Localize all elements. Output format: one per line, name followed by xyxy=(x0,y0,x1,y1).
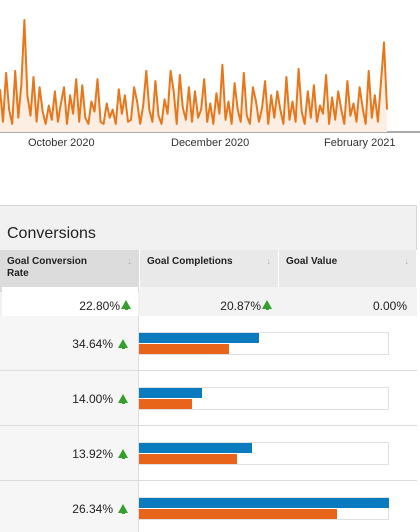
chart-series-line xyxy=(0,19,388,125)
column-header-goal-value[interactable]: Goal Value ↓ xyxy=(279,250,417,292)
bar-orange xyxy=(139,509,337,519)
bar-blue xyxy=(139,498,389,508)
sort-down-icon[interactable]: ↓ xyxy=(404,256,410,266)
conversions-table: 34.64% 14.00% 13.92% 26.34% xyxy=(0,316,417,532)
bar-track xyxy=(139,332,389,355)
total-goal-conversion-rate: 22.80% xyxy=(2,287,138,317)
bar-orange xyxy=(139,344,229,354)
bar-orange xyxy=(139,399,192,409)
bar-blue xyxy=(139,333,259,343)
total-value: 0.00% xyxy=(372,299,407,313)
total-value: 22.80% xyxy=(79,299,120,313)
total-value: 20.87% xyxy=(220,299,261,313)
table-row[interactable]: 13.92% xyxy=(0,426,417,481)
column-header-label: Goal Conversion Rate xyxy=(7,256,88,279)
x-tick-label: February 2021 xyxy=(324,137,396,149)
x-tick-label: October 2020 xyxy=(28,137,95,149)
row-value: 26.34% xyxy=(72,502,113,516)
column-header-label: Goal Value xyxy=(286,256,338,267)
bar-track xyxy=(139,497,389,520)
chart-series-area xyxy=(0,20,387,132)
chart-canvas xyxy=(0,19,420,133)
row-value: 13.92% xyxy=(72,447,113,461)
column-header-goal-completions[interactable]: Goal Completions ↓ xyxy=(140,250,279,292)
row-metric-cell: 26.34% xyxy=(0,481,139,532)
sort-down-icon[interactable]: ↓ xyxy=(127,256,133,266)
arrow-up-icon xyxy=(118,504,128,514)
column-header-goal-conversion-rate[interactable]: Goal Conversion Rate ↓ xyxy=(0,250,140,292)
row-metric-cell: 34.64% xyxy=(0,316,139,370)
bar-track xyxy=(139,387,389,410)
row-metric-cell: 13.92% xyxy=(0,426,139,480)
x-tick-label: December 2020 xyxy=(171,137,250,149)
arrow-up-icon xyxy=(118,394,128,404)
table-row[interactable]: 26.34% xyxy=(0,481,417,532)
total-goal-completions: 20.87% xyxy=(140,287,279,317)
total-goal-value: 0.00% xyxy=(279,287,417,317)
bar-orange xyxy=(139,454,237,464)
row-value: 34.64% xyxy=(72,337,113,351)
row-value: 14.00% xyxy=(72,392,113,406)
table-row[interactable]: 34.64% xyxy=(0,316,417,371)
sessions-line-chart: October 2020 December 2020 February 2021 xyxy=(0,0,420,205)
bar-blue xyxy=(139,443,252,453)
bar-track xyxy=(139,442,389,465)
bar-blue xyxy=(139,388,202,398)
sort-down-icon[interactable]: ↓ xyxy=(266,256,272,266)
arrow-up-icon xyxy=(121,300,131,310)
arrow-up-icon xyxy=(262,300,272,310)
arrow-up-icon xyxy=(118,339,128,349)
table-row[interactable]: 14.00% xyxy=(0,371,417,426)
panel-title: Conversions xyxy=(7,225,96,242)
column-header-label: Goal Completions xyxy=(147,256,233,267)
arrow-up-icon xyxy=(118,449,128,459)
row-metric-cell: 14.00% xyxy=(0,371,139,425)
